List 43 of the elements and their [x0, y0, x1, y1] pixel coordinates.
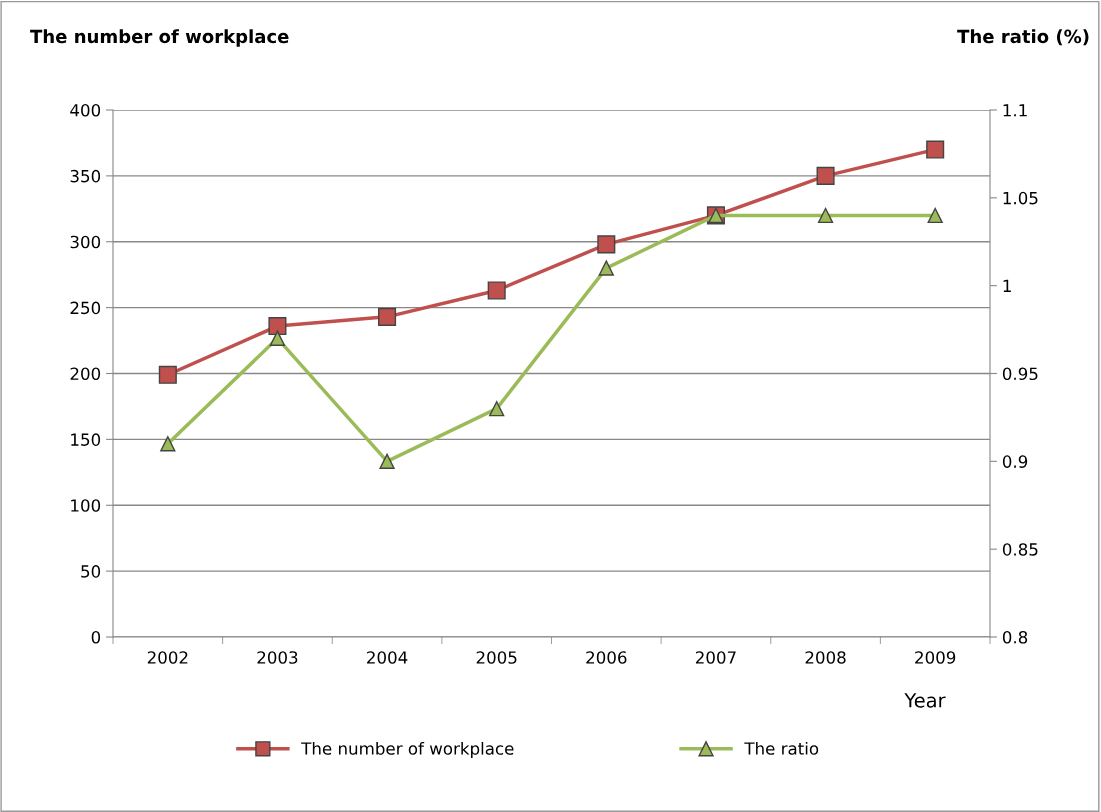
point [927, 207, 943, 224]
x-axis-title: Year [904, 693, 946, 708]
point [489, 400, 505, 417]
x-tick-label: 2005 [476, 651, 517, 664]
y2-tick-label: 1 [1003, 279, 1011, 292]
point [816, 166, 835, 185]
point [158, 365, 177, 384]
legend-label: The ratio [744, 741, 819, 755]
y2-tick-label: 0.8 [1002, 630, 1028, 644]
point [268, 317, 287, 336]
y2-tick-label: 0.9 [1002, 455, 1028, 468]
y-tick-label: 400 [70, 103, 101, 117]
x-tick-label: 2003 [257, 651, 298, 664]
point [487, 281, 506, 300]
y-tick-label: 100 [71, 499, 101, 512]
x-tick-label: 2004 [367, 651, 408, 664]
y-tick-label: 0 [91, 630, 101, 644]
point [817, 207, 834, 224]
point [598, 260, 614, 276]
y2-tick-label: 1.1 [1003, 104, 1027, 117]
y-tick-label: 250 [70, 301, 101, 315]
y-tick-label: 150 [71, 433, 101, 446]
y-axis-title: The number of workplace [30, 29, 289, 47]
x-tick-label: 2007 [695, 651, 736, 664]
point [926, 140, 945, 159]
x-tick-label: 2006 [586, 651, 627, 664]
y2-axis-title: The ratio (%) [957, 29, 1089, 46]
point [160, 436, 176, 452]
point [379, 453, 395, 469]
y-tick-label: 200 [70, 367, 101, 381]
y-tick-label: 50 [81, 565, 101, 578]
point [269, 330, 286, 347]
point [378, 307, 397, 326]
legend-label: The number of workplace [301, 741, 514, 759]
x-tick-label: 2009 [915, 651, 956, 664]
y-tick-label: 350 [70, 169, 101, 183]
y2-tick-label: 0.95 [1002, 367, 1038, 381]
point [597, 235, 616, 254]
y2-tick-label: 0.85 [1002, 543, 1038, 556]
y-tick-label: 300 [70, 235, 101, 249]
x-tick-label: 2008 [805, 651, 846, 664]
y2-tick-label: 1.05 [1003, 191, 1038, 205]
x-tick-label: 2002 [147, 651, 188, 664]
